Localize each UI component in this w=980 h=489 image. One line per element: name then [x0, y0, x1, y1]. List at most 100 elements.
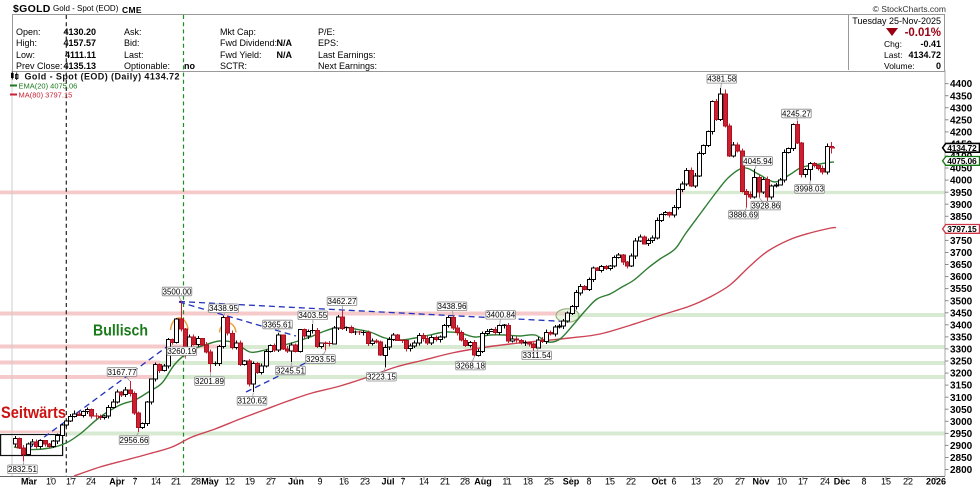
svg-text:17: 17 [798, 477, 808, 487]
svg-text:2956.66: 2956.66 [120, 436, 149, 445]
svg-text:3928.86: 3928.86 [751, 201, 780, 210]
svg-text:3201.89: 3201.89 [195, 377, 224, 386]
svg-text:3438.95: 3438.95 [209, 304, 238, 313]
svg-text:Nov: Nov [752, 477, 769, 487]
svg-text:Mar: Mar [21, 477, 38, 487]
svg-text:12: 12 [225, 477, 235, 487]
svg-text:3462.27: 3462.27 [328, 297, 357, 306]
svg-text:3700: 3700 [950, 248, 973, 259]
svg-text:3350: 3350 [950, 333, 973, 344]
svg-text:2800: 2800 [950, 465, 973, 476]
svg-text:10: 10 [777, 477, 787, 487]
svg-text:4200: 4200 [950, 128, 973, 139]
svg-text:2950: 2950 [950, 429, 973, 440]
svg-text:Bullisch: Bullisch [93, 323, 148, 340]
svg-text:27: 27 [266, 477, 276, 487]
svg-text:Jun: Jun [288, 477, 304, 487]
svg-text:MA(80) 3797.15: MA(80) 3797.15 [19, 91, 73, 100]
svg-text:3900: 3900 [950, 200, 973, 211]
svg-text:4350: 4350 [950, 91, 973, 102]
svg-text:3050: 3050 [950, 405, 973, 416]
svg-text:2850: 2850 [950, 453, 973, 464]
svg-text:4075.06: 4075.06 [947, 156, 977, 166]
svg-text:2832.51: 2832.51 [8, 465, 37, 474]
svg-text:3450: 3450 [950, 308, 973, 319]
svg-text:3300: 3300 [950, 345, 973, 356]
svg-text:3365.61: 3365.61 [263, 320, 292, 329]
svg-text:3223.15: 3223.15 [367, 373, 396, 382]
svg-text:3250: 3250 [950, 357, 973, 368]
svg-text:14: 14 [151, 477, 161, 487]
svg-text:4300: 4300 [950, 103, 973, 114]
svg-text:21: 21 [171, 477, 181, 487]
svg-text:17: 17 [66, 477, 76, 487]
svg-text:18: 18 [523, 477, 533, 487]
svg-text:19: 19 [245, 477, 255, 487]
svg-text:3400: 3400 [950, 320, 973, 331]
svg-text:3650: 3650 [950, 260, 973, 271]
svg-text:3150: 3150 [950, 381, 973, 392]
svg-text:3293.55: 3293.55 [306, 355, 335, 364]
svg-text:Sep: Sep [563, 477, 580, 487]
svg-text:25: 25 [544, 477, 554, 487]
svg-text:3120.62: 3120.62 [238, 397, 267, 406]
svg-text:3797.15: 3797.15 [947, 224, 977, 234]
svg-text:3500.00: 3500.00 [163, 287, 192, 296]
svg-text:2026: 2026 [926, 477, 946, 487]
svg-text:24: 24 [86, 477, 96, 487]
svg-text:3311.54: 3311.54 [523, 351, 552, 360]
svg-text:8: 8 [861, 477, 866, 487]
svg-text:3600: 3600 [950, 272, 973, 283]
svg-text:3400.84: 3400.84 [486, 311, 515, 320]
svg-text:15: 15 [605, 477, 615, 487]
svg-text:27: 27 [735, 477, 745, 487]
svg-text:22: 22 [626, 477, 636, 487]
svg-text:3200: 3200 [950, 369, 973, 380]
svg-text:4381.58: 4381.58 [707, 75, 736, 84]
svg-text:4000: 4000 [950, 176, 973, 187]
svg-text:3550: 3550 [950, 284, 973, 295]
svg-text:7: 7 [132, 477, 137, 487]
svg-text:EMA(20) 4075.06: EMA(20) 4075.06 [19, 82, 78, 91]
svg-text:28: 28 [460, 477, 470, 487]
svg-text:22: 22 [903, 477, 913, 487]
svg-text:11: 11 [502, 477, 511, 487]
svg-text:4400: 4400 [950, 79, 973, 90]
svg-text:2900: 2900 [950, 441, 973, 452]
svg-text:3000: 3000 [950, 417, 973, 428]
svg-text:14: 14 [419, 477, 429, 487]
svg-text:7: 7 [400, 477, 405, 487]
svg-text:10: 10 [46, 477, 56, 487]
svg-text:Jul: Jul [381, 477, 394, 487]
svg-text:4250: 4250 [950, 115, 973, 126]
svg-text:3100: 3100 [950, 393, 973, 404]
svg-text:3998.03: 3998.03 [795, 185, 824, 194]
svg-text:20: 20 [713, 477, 723, 487]
svg-text:13: 13 [691, 477, 701, 487]
svg-text:4045.94: 4045.94 [743, 157, 772, 166]
svg-text:Gold - Spot (EOD) (Daily) 4134: Gold - Spot (EOD) (Daily) 4134.72 [25, 72, 180, 82]
svg-text:6: 6 [671, 477, 676, 487]
svg-text:23: 23 [360, 477, 370, 487]
svg-text:3950: 3950 [950, 188, 973, 199]
svg-text:Oct: Oct [651, 477, 666, 487]
svg-text:16: 16 [339, 477, 349, 487]
svg-text:4134.72: 4134.72 [947, 143, 977, 153]
svg-text:3750: 3750 [950, 236, 973, 247]
svg-text:May: May [201, 477, 219, 487]
svg-text:3245.51: 3245.51 [276, 366, 305, 375]
svg-text:15: 15 [881, 477, 891, 487]
svg-text:3438.96: 3438.96 [438, 302, 467, 311]
svg-text:3260.19: 3260.19 [167, 347, 196, 356]
svg-text:24: 24 [820, 477, 830, 487]
svg-text:3850: 3850 [950, 212, 973, 223]
svg-text:3500: 3500 [950, 296, 973, 307]
svg-text:Apr: Apr [109, 477, 125, 487]
svg-text:3886.69: 3886.69 [729, 210, 758, 219]
svg-text:Dec: Dec [834, 477, 851, 487]
svg-text:28: 28 [191, 477, 201, 487]
svg-text:Aug: Aug [474, 477, 492, 487]
svg-text:4050: 4050 [950, 164, 973, 175]
svg-text:9: 9 [317, 477, 322, 487]
svg-text:3167.77: 3167.77 [108, 368, 137, 377]
